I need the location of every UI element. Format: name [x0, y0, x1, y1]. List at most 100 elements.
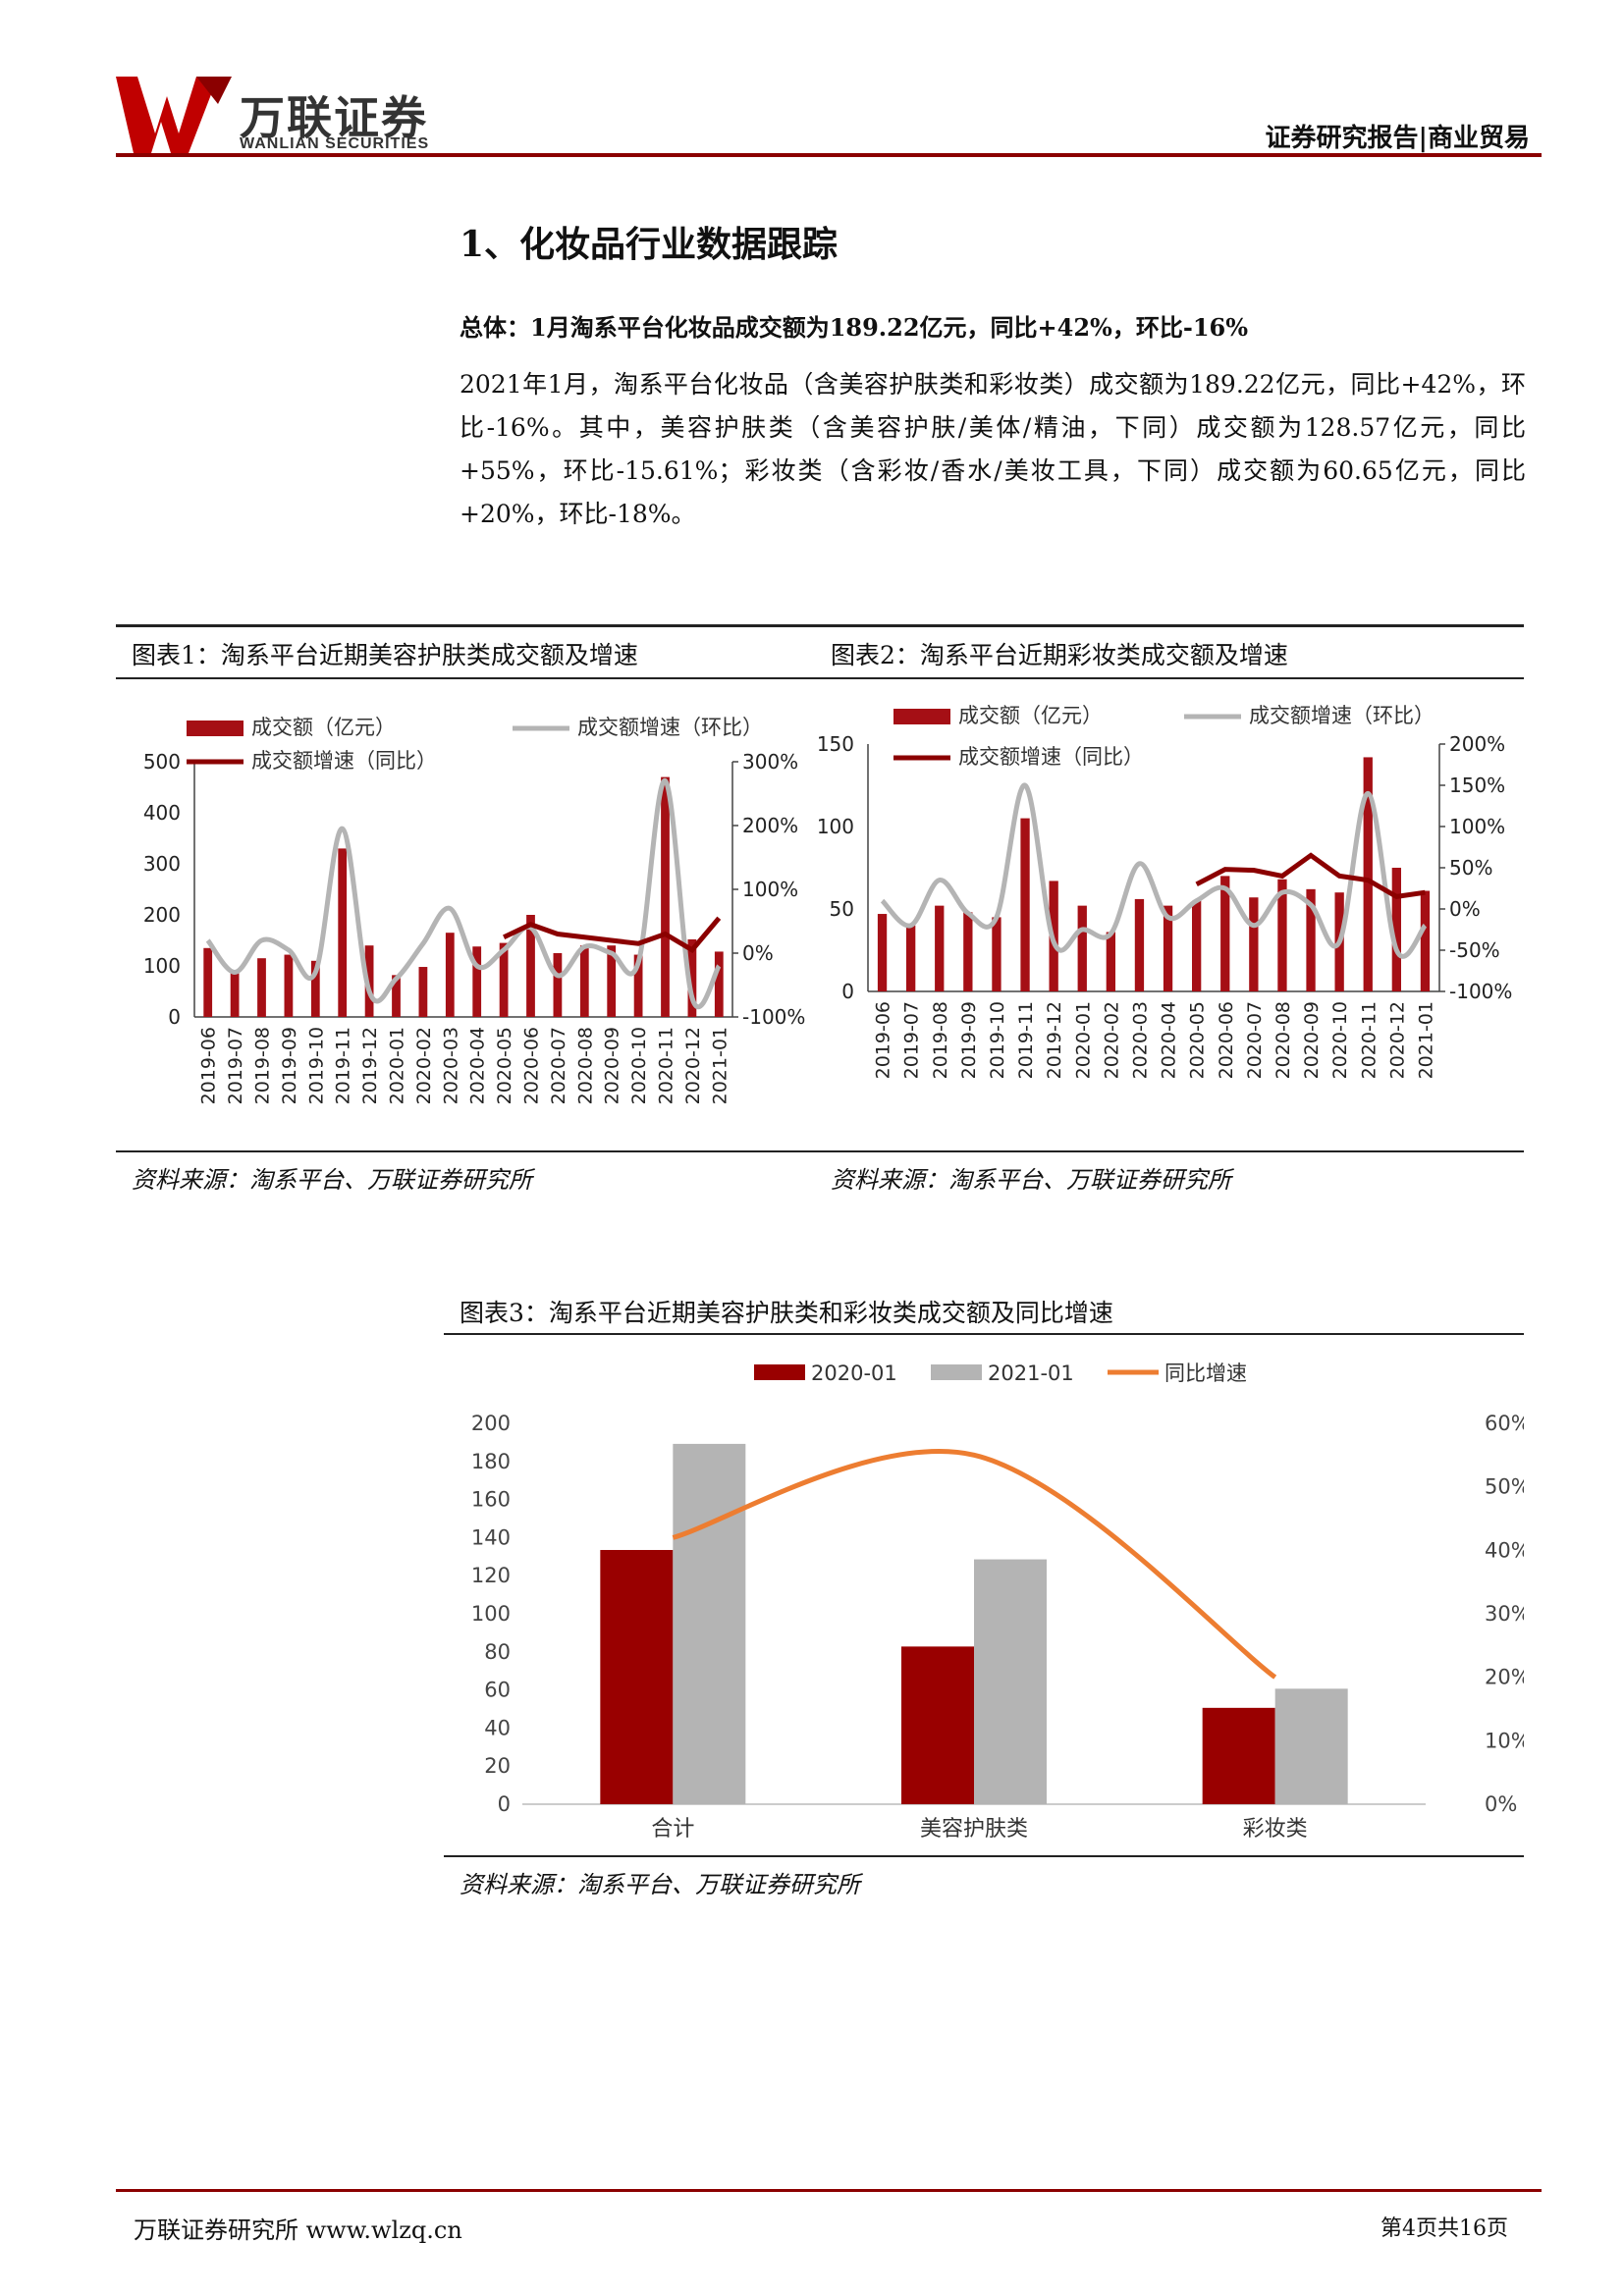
bar-sales [714, 951, 724, 1017]
left-tick-label: 100 [143, 954, 181, 978]
page-number: 第4页共16页 [1380, 2216, 1508, 2241]
line-yoy-growth [503, 916, 722, 953]
right-tick-label: 150% [1449, 774, 1505, 797]
bar-sales [203, 947, 213, 1017]
bar-sales [579, 945, 589, 1017]
bar-sales [284, 954, 294, 1017]
bar-sales [418, 967, 428, 1017]
bar-sales [905, 925, 916, 991]
legend-swatch-2020 [754, 1364, 805, 1380]
right-tick-label: 10% [1485, 1729, 1524, 1752]
x-tick-label: 2020-03 [1129, 1001, 1151, 1079]
bar-sales [992, 917, 1001, 991]
bar-sales [877, 914, 888, 991]
fig1-title: 图表1：淘系平台近期美容护肤类成交额及增速 [132, 641, 638, 669]
left-tick-label: 0 [841, 980, 854, 1003]
bar-sales [661, 776, 670, 1017]
right-tick-label: 100% [742, 878, 798, 901]
x-tick-label: 美容护肤类 [920, 1817, 1028, 1842]
bar-sales [935, 905, 945, 991]
bar-sales [1020, 818, 1030, 991]
x-tick-label: 2020-07 [548, 1027, 569, 1104]
bar-sales [392, 975, 401, 1017]
right-tick-label: 40% [1485, 1538, 1524, 1562]
bar-sales [1420, 890, 1431, 991]
bar-2020-01 [600, 1550, 674, 1804]
left-tick-label: 180 [471, 1450, 511, 1473]
x-tick-label: 2019-09 [279, 1027, 300, 1104]
fig1-source: 资料来源：淘系平台、万联证券研究所 [132, 1166, 532, 1194]
right-tick-label: -50% [1449, 938, 1500, 962]
bar-sales [1134, 898, 1145, 991]
right-tick-label: 30% [1485, 1602, 1524, 1626]
left-tick-label: 500 [143, 750, 181, 774]
right-tick-label: 200% [742, 814, 798, 837]
line-yoy-growth [1195, 852, 1426, 899]
right-tick-label: 300% [742, 750, 798, 774]
x-tick-label: 2019-11 [1015, 1001, 1037, 1079]
fig3-bottom-rule [444, 1855, 1524, 1857]
bar-sales [963, 912, 973, 991]
bar-sales [445, 933, 455, 1017]
chart-makeup-sales: 0 50 100 150 -100% -50% 0% 50% 100% 150% 200% 2019-… [817, 704, 1513, 1079]
x-tick-label: 2020-04 [467, 1027, 489, 1104]
report-category: 证券研究报告|商业贸易 [1265, 124, 1530, 153]
x-tick-label: 2021-01 [709, 1027, 731, 1104]
legend-label-yoy: 成交额增速（同比） [958, 745, 1144, 769]
x-tick-label: 2019-08 [930, 1001, 951, 1079]
legend-label-sales: 成交额（亿元） [958, 704, 1103, 727]
left-tick-label: 50 [830, 897, 854, 921]
bar-sales [607, 945, 617, 1017]
legend-swatch-sales [893, 709, 950, 724]
x-tick-label: 2019-11 [333, 1027, 354, 1104]
x-tick-label: 2020-02 [1101, 1001, 1122, 1079]
bar-2020-01 [901, 1646, 974, 1804]
left-tick-label: 100 [817, 815, 854, 838]
left-tick-label: 0 [168, 1005, 181, 1029]
x-tick-label: 2020-11 [1358, 1001, 1380, 1079]
bar-sales [310, 960, 320, 1017]
x-tick-label: 2020-05 [494, 1027, 515, 1104]
bar-sales [526, 915, 535, 1017]
bar-sales [1363, 757, 1373, 991]
x-tick-label: 2019-07 [225, 1027, 246, 1104]
x-tick-label: 2020-06 [1216, 1001, 1237, 1079]
x-tick-label: 2020-09 [1301, 1001, 1323, 1079]
x-tick-label: 2020-01 [387, 1027, 408, 1104]
left-tick-label: 80 [484, 1640, 511, 1664]
legend-label-mom: 成交额增速（环比） [1249, 704, 1435, 727]
bar-2020-01 [1202, 1707, 1275, 1804]
logo-english-name: WANLIAN SECURITIES [240, 135, 430, 152]
x-tick-label: 2019-07 [901, 1001, 923, 1079]
right-tick-label: 0% [742, 941, 774, 965]
legend-swatch-2021 [931, 1364, 982, 1380]
x-tick-label: 2020-07 [1244, 1001, 1266, 1079]
bar-2021-01 [1274, 1688, 1348, 1804]
x-tick-label: 2019-12 [359, 1027, 381, 1104]
line-yoy-growth [672, 1449, 1277, 1680]
x-tick-label: 2019-10 [305, 1027, 327, 1104]
x-tick-label: 2020-09 [602, 1027, 623, 1104]
left-tick-label: 20 [484, 1754, 511, 1778]
fig3-title: 图表3：淘系平台近期美容护肤类和彩妆类成交额及同比增速 [460, 1299, 1113, 1327]
x-tick-label: 2020-11 [656, 1027, 677, 1104]
body-paragraph: 2021年1月，淘系平台化妆品（含美容护肤类和彩妆类）成交额为189.22亿元，… [460, 370, 1526, 528]
right-tick-label: 0% [1485, 1792, 1517, 1816]
bar-sales [338, 848, 348, 1017]
fig3-title-rule [444, 1333, 1524, 1335]
x-tick-label: 2021-01 [1415, 1001, 1436, 1079]
line-mom-growth [205, 777, 722, 1010]
right-tick-label: 20% [1485, 1666, 1524, 1689]
fig2-source: 资料来源：淘系平台、万联证券研究所 [831, 1166, 1231, 1194]
fig3-source: 资料来源：淘系平台、万联证券研究所 [460, 1871, 860, 1898]
legend-label-2020: 2020-01 [811, 1362, 897, 1385]
left-tick-label: 150 [817, 732, 854, 756]
right-tick-label: 50% [1485, 1475, 1524, 1499]
x-tick-label: 彩妆类 [1243, 1817, 1308, 1842]
x-tick-label: 合计 [651, 1817, 694, 1842]
x-tick-label: 2019-06 [873, 1001, 894, 1079]
left-tick-label: 40 [484, 1716, 511, 1739]
bar-sales [1391, 868, 1402, 991]
legend-swatch-sales [187, 721, 244, 736]
figures-bottom-rule [116, 1150, 1524, 1152]
